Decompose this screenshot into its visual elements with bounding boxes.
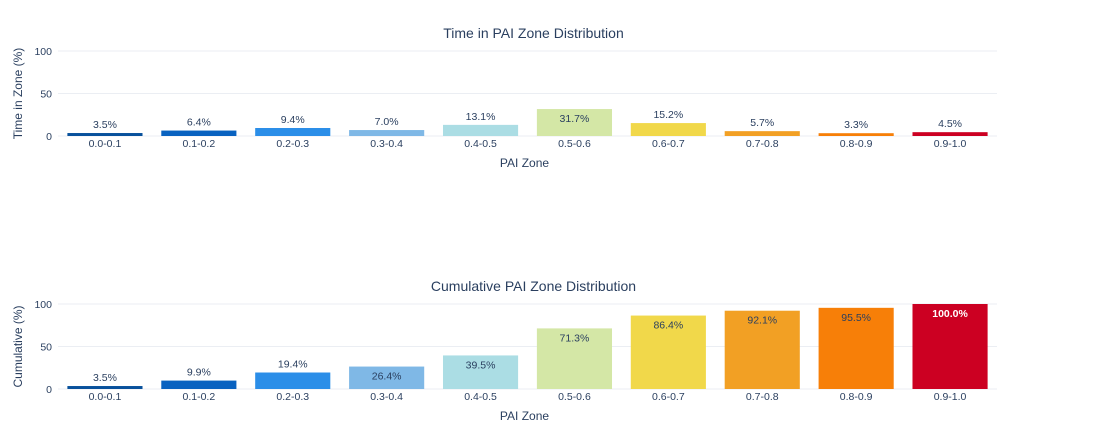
data-label: 13.1% [466,111,496,123]
bar[interactable] [536,328,613,389]
data-label: 9.4% [281,114,305,126]
bar[interactable] [630,315,706,389]
bar[interactable] [630,123,706,136]
data-label: 7.0% [375,116,399,128]
y-tick-label: 50 [40,89,52,101]
data-label: 15.2% [653,109,683,121]
bar[interactable] [724,131,800,136]
chart-title: Time in PAI Zone Distribution [443,25,624,41]
x-tick-label: 0.4-0.5 [464,391,497,403]
bar[interactable] [161,130,237,136]
data-label: 71.3% [560,332,590,344]
bar[interactable] [724,310,800,389]
data-label: 3.3% [844,119,868,131]
y-axis-title: Time in Zone (%) [11,48,25,140]
x-tick-label: 0.3-0.4 [370,391,403,403]
bar[interactable] [912,132,988,136]
x-tick-label: 0.9-1.0 [934,138,967,150]
bar[interactable] [442,355,519,389]
x-tick-label: 0.6-0.7 [652,138,685,150]
data-label: 31.7% [560,113,590,125]
x-tick-label: 0.0-0.1 [89,138,122,150]
x-tick-label: 0.3-0.4 [370,138,403,150]
x-tick-label: 0.5-0.6 [558,391,591,403]
bar[interactable] [442,124,519,136]
data-label: 4.5% [938,118,962,130]
x-tick-label: 0.1-0.2 [182,391,215,403]
data-label: 95.5% [841,312,871,324]
data-label: 100.0% [932,308,968,320]
data-label: 86.4% [653,320,683,332]
x-tick-label: 0.7-0.8 [746,138,779,150]
bar[interactable] [349,366,425,389]
x-tick-label: 0.9-1.0 [934,391,967,403]
chart-panel-1: 0 50 100 Time in PAI Zone Distribution PAI Z… [11,25,997,170]
data-label: 3.5% [93,119,117,131]
bar[interactable] [818,133,894,136]
data-label: 9.9% [187,367,211,379]
data-label: 6.4% [187,117,211,129]
y-tick-label: 0 [46,131,52,143]
data-label: 19.4% [278,359,308,371]
bar[interactable] [67,386,143,389]
x-tick-label: 0.0-0.1 [89,391,122,403]
x-tick-label: 0.5-0.6 [558,138,591,150]
data-label: 26.4% [372,371,402,383]
x-tick-label: 0.4-0.5 [464,138,497,150]
x-tick-label: 0.2-0.3 [276,391,309,403]
data-label: 39.5% [466,359,496,371]
bar[interactable] [255,372,331,389]
data-label: 92.1% [747,315,777,327]
x-tick-label: 0.2-0.3 [276,138,309,150]
bar[interactable] [255,128,331,136]
y-tick-label: 100 [34,299,52,311]
bar[interactable] [536,109,613,136]
x-axis-title: PAI Zone [500,409,549,423]
x-tick-label: 0.1-0.2 [182,138,215,150]
chart-title: Cumulative PAI Zone Distribution [431,278,636,294]
y-tick-label: 50 [40,342,52,354]
y-tick-label: 0 [46,384,52,396]
x-tick-label: 0.8-0.9 [840,391,873,403]
bar[interactable] [912,304,988,389]
chart-panel-2: 0 50 100 Cumulative PAI Zone Distribution PA… [11,278,997,423]
bar[interactable] [349,130,425,136]
y-tick-label: 100 [34,46,52,58]
x-tick-label: 0.7-0.8 [746,391,779,403]
bar[interactable] [818,307,894,389]
x-axis-title: PAI Zone [500,156,549,170]
data-label: 3.5% [93,372,117,384]
data-label: 5.7% [750,117,774,129]
bar[interactable] [161,380,237,389]
x-tick-label: 0.6-0.7 [652,391,685,403]
bar[interactable] [67,133,143,136]
x-tick-label: 0.8-0.9 [840,138,873,150]
y-axis-title: Cumulative (%) [11,305,25,387]
